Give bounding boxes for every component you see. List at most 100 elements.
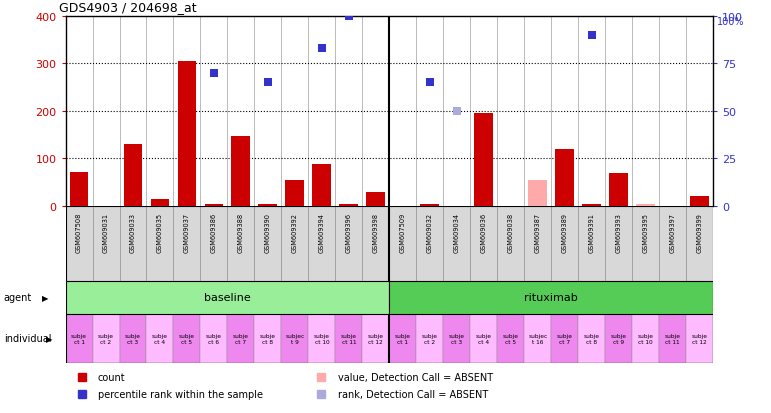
Text: baseline: baseline	[204, 292, 251, 302]
Bar	[120, 314, 146, 363]
Text: 100%: 100%	[717, 17, 745, 26]
Text: GSM609392: GSM609392	[292, 212, 298, 252]
Text: subje
ct 11: subje ct 11	[665, 333, 681, 344]
Bar	[281, 206, 308, 281]
Text: GSM609399: GSM609399	[697, 212, 702, 252]
Text: rank, Detection Call = ABSENT: rank, Detection Call = ABSENT	[338, 389, 488, 399]
Bar	[120, 206, 146, 281]
Text: GSM609032: GSM609032	[427, 212, 433, 252]
Bar	[362, 314, 389, 363]
Bar	[177, 62, 197, 206]
Bar	[497, 314, 524, 363]
Text: subje
ct 4: subje ct 4	[476, 333, 492, 344]
Bar	[66, 314, 93, 363]
Bar	[69, 172, 89, 206]
Bar	[470, 206, 497, 281]
Bar	[605, 314, 632, 363]
Text: GSM609393: GSM609393	[616, 212, 621, 252]
Text: GSM609031: GSM609031	[103, 212, 109, 252]
Text: percentile rank within the sample: percentile rank within the sample	[98, 389, 263, 399]
Text: subje
ct 8: subje ct 8	[584, 333, 600, 344]
Text: GSM609390: GSM609390	[265, 212, 271, 252]
Text: GSM609397: GSM609397	[670, 212, 675, 252]
Bar	[123, 145, 143, 206]
Text: subje
ct 10: subje ct 10	[638, 333, 654, 344]
Bar	[312, 165, 332, 206]
Bar	[551, 314, 578, 363]
Bar	[416, 206, 443, 281]
Bar	[632, 206, 659, 281]
Bar	[551, 206, 578, 281]
Bar	[474, 114, 493, 206]
Bar	[93, 314, 120, 363]
Bar	[389, 206, 416, 281]
Text: GSM609037: GSM609037	[184, 212, 190, 252]
Bar	[231, 136, 251, 206]
Text: GSM609035: GSM609035	[157, 212, 163, 252]
Text: subje
ct 5: subje ct 5	[179, 333, 195, 344]
Text: GSM607508: GSM607508	[76, 212, 82, 253]
Bar	[93, 206, 120, 281]
Text: GSM609391: GSM609391	[589, 212, 594, 252]
Bar	[146, 314, 173, 363]
Text: GSM609034: GSM609034	[454, 212, 460, 252]
Text: subjec
t 16: subjec t 16	[528, 333, 547, 344]
Text: GSM609395: GSM609395	[643, 212, 648, 252]
Bar	[659, 314, 686, 363]
Text: subje
ct 5: subje ct 5	[503, 333, 519, 344]
Text: rituximab: rituximab	[524, 292, 578, 302]
Bar	[389, 314, 416, 363]
Bar	[308, 206, 335, 281]
Bar	[227, 314, 254, 363]
Text: subje
ct 2: subje ct 2	[98, 333, 114, 344]
Text: subjec
t 9: subjec t 9	[285, 333, 305, 344]
Text: subje
ct 12: subje ct 12	[368, 333, 384, 344]
Text: GDS4903 / 204698_at: GDS4903 / 204698_at	[59, 1, 197, 14]
Text: GSM609398: GSM609398	[373, 212, 379, 252]
Text: GSM609388: GSM609388	[238, 212, 244, 252]
Bar	[258, 204, 278, 206]
Bar	[632, 314, 659, 363]
Bar	[200, 206, 227, 281]
Bar	[339, 204, 359, 206]
Text: subje
ct 3: subje ct 3	[449, 333, 465, 344]
Bar	[335, 314, 362, 363]
Text: ▶: ▶	[42, 293, 49, 302]
Bar	[659, 206, 686, 281]
Bar	[362, 206, 389, 281]
Bar	[254, 314, 281, 363]
Bar	[528, 180, 547, 206]
Bar	[686, 314, 713, 363]
Text: subje
ct 2: subje ct 2	[422, 333, 438, 344]
Text: subje
ct 12: subje ct 12	[692, 333, 708, 344]
Bar	[443, 206, 470, 281]
Text: value, Detection Call = ABSENT: value, Detection Call = ABSENT	[338, 373, 493, 382]
Text: subje
ct 8: subje ct 8	[260, 333, 276, 344]
Bar	[173, 206, 200, 281]
Text: GSM609387: GSM609387	[535, 212, 540, 252]
Bar	[308, 314, 335, 363]
Bar	[497, 206, 524, 281]
Text: subje
ct 6: subje ct 6	[206, 333, 222, 344]
Text: subje
ct 11: subje ct 11	[341, 333, 357, 344]
Bar	[173, 314, 200, 363]
Text: subje
ct 9: subje ct 9	[611, 333, 627, 344]
Text: GSM609036: GSM609036	[481, 212, 487, 252]
Bar	[420, 204, 439, 206]
Text: GSM609386: GSM609386	[211, 212, 217, 252]
Bar	[366, 192, 386, 206]
Bar	[281, 314, 308, 363]
Bar	[146, 206, 173, 281]
Bar	[416, 314, 443, 363]
Text: GSM609389: GSM609389	[562, 212, 567, 252]
Text: ▶: ▶	[46, 334, 52, 343]
Bar	[254, 206, 281, 281]
Bar	[200, 314, 227, 363]
Bar	[227, 206, 254, 281]
Bar	[578, 206, 605, 281]
Text: GSM609038: GSM609038	[508, 212, 513, 252]
Text: count: count	[98, 373, 126, 382]
Bar	[582, 204, 601, 206]
Bar	[690, 197, 709, 206]
Text: GSM609033: GSM609033	[130, 212, 136, 252]
